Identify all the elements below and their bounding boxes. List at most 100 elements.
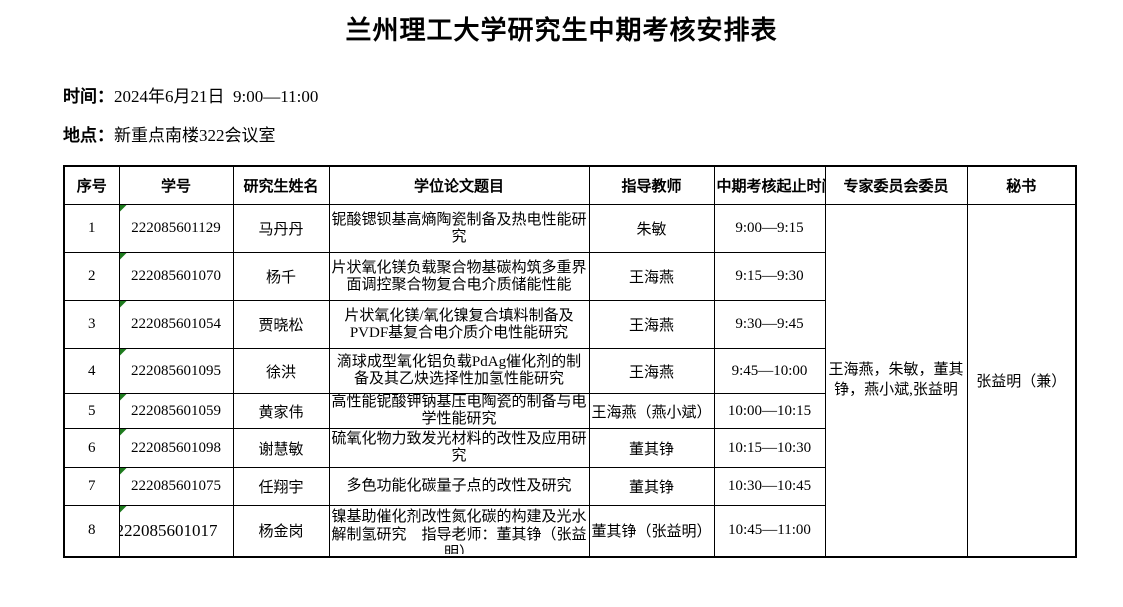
thesis-title-text: 多色功能化碳量子点的改性及研究 <box>346 478 572 494</box>
table-row: 7 222085601075 任翔宇 多色功能化碳量子点的改性及研究 董其铮 1… <box>63 467 1076 506</box>
cell-exam-time: 10:00—10:15 <box>713 393 826 429</box>
student-id-text: 222085601059 <box>131 402 221 419</box>
cell-exam-time: 9:00—9:15 <box>713 204 826 253</box>
green-triangle-icon <box>120 429 127 436</box>
cell-advisor: 王海燕 <box>588 348 715 394</box>
cell-exam-time: 9:15—9:30 <box>713 252 826 301</box>
cell-advisor: 董其铮 <box>588 467 715 506</box>
place-value: 新重点南楼322会议室 <box>114 126 276 145</box>
cell-exam-time: 10:30—10:45 <box>713 467 826 506</box>
header-student-name: 研究生姓名 <box>232 165 330 205</box>
cell-thesis-title: 多色功能化碳量子点的改性及研究 <box>328 467 590 506</box>
thesis-title-text: 滴球成型氧化铝负载PdAg催化剂的制备及其乙炔选择性加氢性能研究 <box>336 354 582 387</box>
thesis-title-text: 镍基助催化剂改性氮化碳的构建及光水解制氢研究 指导老师：董其铮（张益明） <box>331 508 587 554</box>
green-triangle-icon <box>120 253 127 260</box>
table-row: 4 222085601095 徐洪 滴球成型氧化铝负载PdAg催化剂的制备及其乙… <box>63 348 1076 394</box>
student-id-text: 222085601098 <box>131 439 221 456</box>
cell-thesis-title: 镍基助催化剂改性氮化碳的构建及光水解制氢研究 指导老师：董其铮（张益明） <box>328 505 590 557</box>
student-id-text: 222085601054 <box>131 316 221 332</box>
cell-student-name: 贾晓松 <box>232 300 330 349</box>
header-committee: 专家委员会委员 <box>824 165 968 205</box>
cell-exam-time: 10:45—11:00 <box>713 505 826 557</box>
cell-student-id: 222085601054 <box>118 300 234 349</box>
table-row: 6 222085601098 谢慧敏 硫氧化物力致发光材料的改性及应用研究 董其… <box>63 428 1076 468</box>
cell-no: 2 <box>63 252 120 301</box>
green-triangle-icon <box>120 394 127 401</box>
cell-student-name: 黄家伟 <box>232 393 330 429</box>
thesis-title-text: 高性能铌酸钾钠基压电陶瓷的制备与电学性能研究 <box>331 394 587 428</box>
thesis-title-text: 铌酸锶钡基高熵陶瓷制备及热电性能研究 <box>331 211 587 245</box>
cell-no: 5 <box>63 393 120 429</box>
header-no: 序号 <box>63 165 120 205</box>
cell-student-name: 杨金岗 <box>232 505 330 557</box>
cell-thesis-title: 滴球成型氧化铝负载PdAg催化剂的制备及其乙炔选择性加氢性能研究 <box>328 348 590 394</box>
header-student-id: 学号 <box>118 165 234 205</box>
cell-student-name: 徐洪 <box>232 348 330 394</box>
student-id-text: 222085601070 <box>131 268 221 284</box>
committee-members-text: 王海燕，朱敏，董其铮，燕小斌,张益明 <box>828 362 964 399</box>
table-row: 2 222085601070 杨千 片状氧化镁负载聚合物基碳构筑多重界面调控聚合… <box>63 252 1076 301</box>
meeting-time-line: 时间：2024年6月21日 9:00—11:00 <box>63 86 1123 108</box>
table-row: 3 222085601054 贾晓松 片状氧化镁/氧化镍复合填料制备及PVDF基… <box>63 300 1076 349</box>
cell-thesis-title: 片状氧化镁/氧化镍复合填料制备及PVDF基复合电介质介电性能研究 <box>328 300 590 349</box>
cell-thesis-title: 片状氧化镁负载聚合物基碳构筑多重界面调控聚合物复合电介质储能性能 <box>328 252 590 301</box>
cell-thesis-title: 硫氧化物力致发光材料的改性及应用研究 <box>328 428 590 468</box>
cell-student-id: 222085601017 <box>118 505 234 557</box>
header-row: 序号 学号 研究生姓名 学位论文题目 指导教师 中期考核起止时间 专家委员会委员… <box>63 165 1077 205</box>
place-label: 地点： <box>63 126 114 145</box>
table-row: 8 222085601017 杨金岗 镍基助催化剂改性氮化碳的构建及光水解制氢研… <box>63 505 1076 557</box>
cell-exam-time: 9:45—10:00 <box>713 348 826 394</box>
cell-advisor: 王海燕 <box>588 300 715 349</box>
cell-advisor: 朱敏 <box>588 204 715 253</box>
green-triangle-icon <box>120 506 127 513</box>
cell-committee-members: 王海燕，朱敏，董其铮，燕小斌,张益明 <box>824 204 968 557</box>
cell-student-name: 马丹丹 <box>232 204 330 253</box>
thesis-title-text: 片状氧化镁负载聚合物基碳构筑多重界面调控聚合物复合电介质储能性能 <box>331 259 587 293</box>
cell-secretary: 张益明（兼） <box>966 204 1077 557</box>
cell-no: 8 <box>63 505 120 557</box>
cell-student-id: 222085601059 <box>118 393 234 429</box>
cell-student-id: 222085601075 <box>118 467 234 506</box>
cell-advisor: 董其铮 <box>588 428 715 468</box>
cell-no: 6 <box>63 428 120 468</box>
header-thesis-title: 学位论文题目 <box>328 165 590 205</box>
table-row: 1 222085601129 马丹丹 铌酸锶钡基高熵陶瓷制备及热电性能研究 朱敏… <box>63 204 1077 557</box>
green-triangle-icon <box>120 205 127 212</box>
student-id-text: 222085601129 <box>131 220 221 236</box>
header-advisor: 指导教师 <box>588 165 715 205</box>
header-exam-time: 中期考核起止时间 <box>713 165 826 205</box>
cell-no: 3 <box>63 300 120 349</box>
cell-student-name: 任翔宇 <box>232 467 330 506</box>
thesis-title-text: 片状氧化镁/氧化镍复合填料制备及PVDF基复合电介质介电性能研究 <box>344 307 574 341</box>
green-triangle-icon <box>120 349 127 356</box>
assessment-schedule-table: 序号 学号 研究生姓名 学位论文题目 指导教师 中期考核起止时间 专家委员会委员… <box>63 165 1077 558</box>
time-value: 2024年6月21日 9:00—11:00 <box>114 87 319 106</box>
cell-no: 7 <box>63 467 120 506</box>
thesis-title-text: 硫氧化物力致发光材料的改性及应用研究 <box>331 431 587 464</box>
student-id-text: 222085601017 <box>119 520 218 540</box>
cell-student-id: 222085601098 <box>118 428 234 468</box>
cell-exam-time: 10:15—10:30 <box>713 428 826 468</box>
cell-student-id: 222085601095 <box>118 348 234 394</box>
green-triangle-icon <box>120 468 127 475</box>
cell-student-id: 222085601129 <box>118 204 234 253</box>
cell-no: 1 <box>63 204 120 253</box>
cell-student-id: 222085601070 <box>118 252 234 301</box>
meeting-place-line: 地点：新重点南楼322会议室 <box>63 125 1123 147</box>
student-id-text: 222085601095 <box>131 362 221 379</box>
cell-advisor: 王海燕（燕小斌） <box>588 393 715 429</box>
cell-no: 4 <box>63 348 120 394</box>
cell-thesis-title: 铌酸锶钡基高熵陶瓷制备及热电性能研究 <box>328 204 590 253</box>
page-title: 兰州理工大学研究生中期考核安排表 <box>345 16 778 45</box>
time-label: 时间： <box>63 87 114 106</box>
cell-student-name: 谢慧敏 <box>232 428 330 468</box>
cell-advisor: 王海燕 <box>588 252 715 301</box>
cell-advisor: 董其铮（张益明） <box>588 505 715 557</box>
cell-exam-time: 9:30—9:45 <box>713 300 826 349</box>
student-id-text: 222085601075 <box>131 478 221 494</box>
table-row: 5 222085601059 黄家伟 高性能铌酸钾钠基压电陶瓷的制备与电学性能研… <box>63 393 1076 429</box>
header-secretary: 秘书 <box>966 165 1077 205</box>
cell-student-name: 杨千 <box>232 252 330 301</box>
cell-thesis-title: 高性能铌酸钾钠基压电陶瓷的制备与电学性能研究 <box>328 393 590 429</box>
green-triangle-icon <box>120 301 127 308</box>
